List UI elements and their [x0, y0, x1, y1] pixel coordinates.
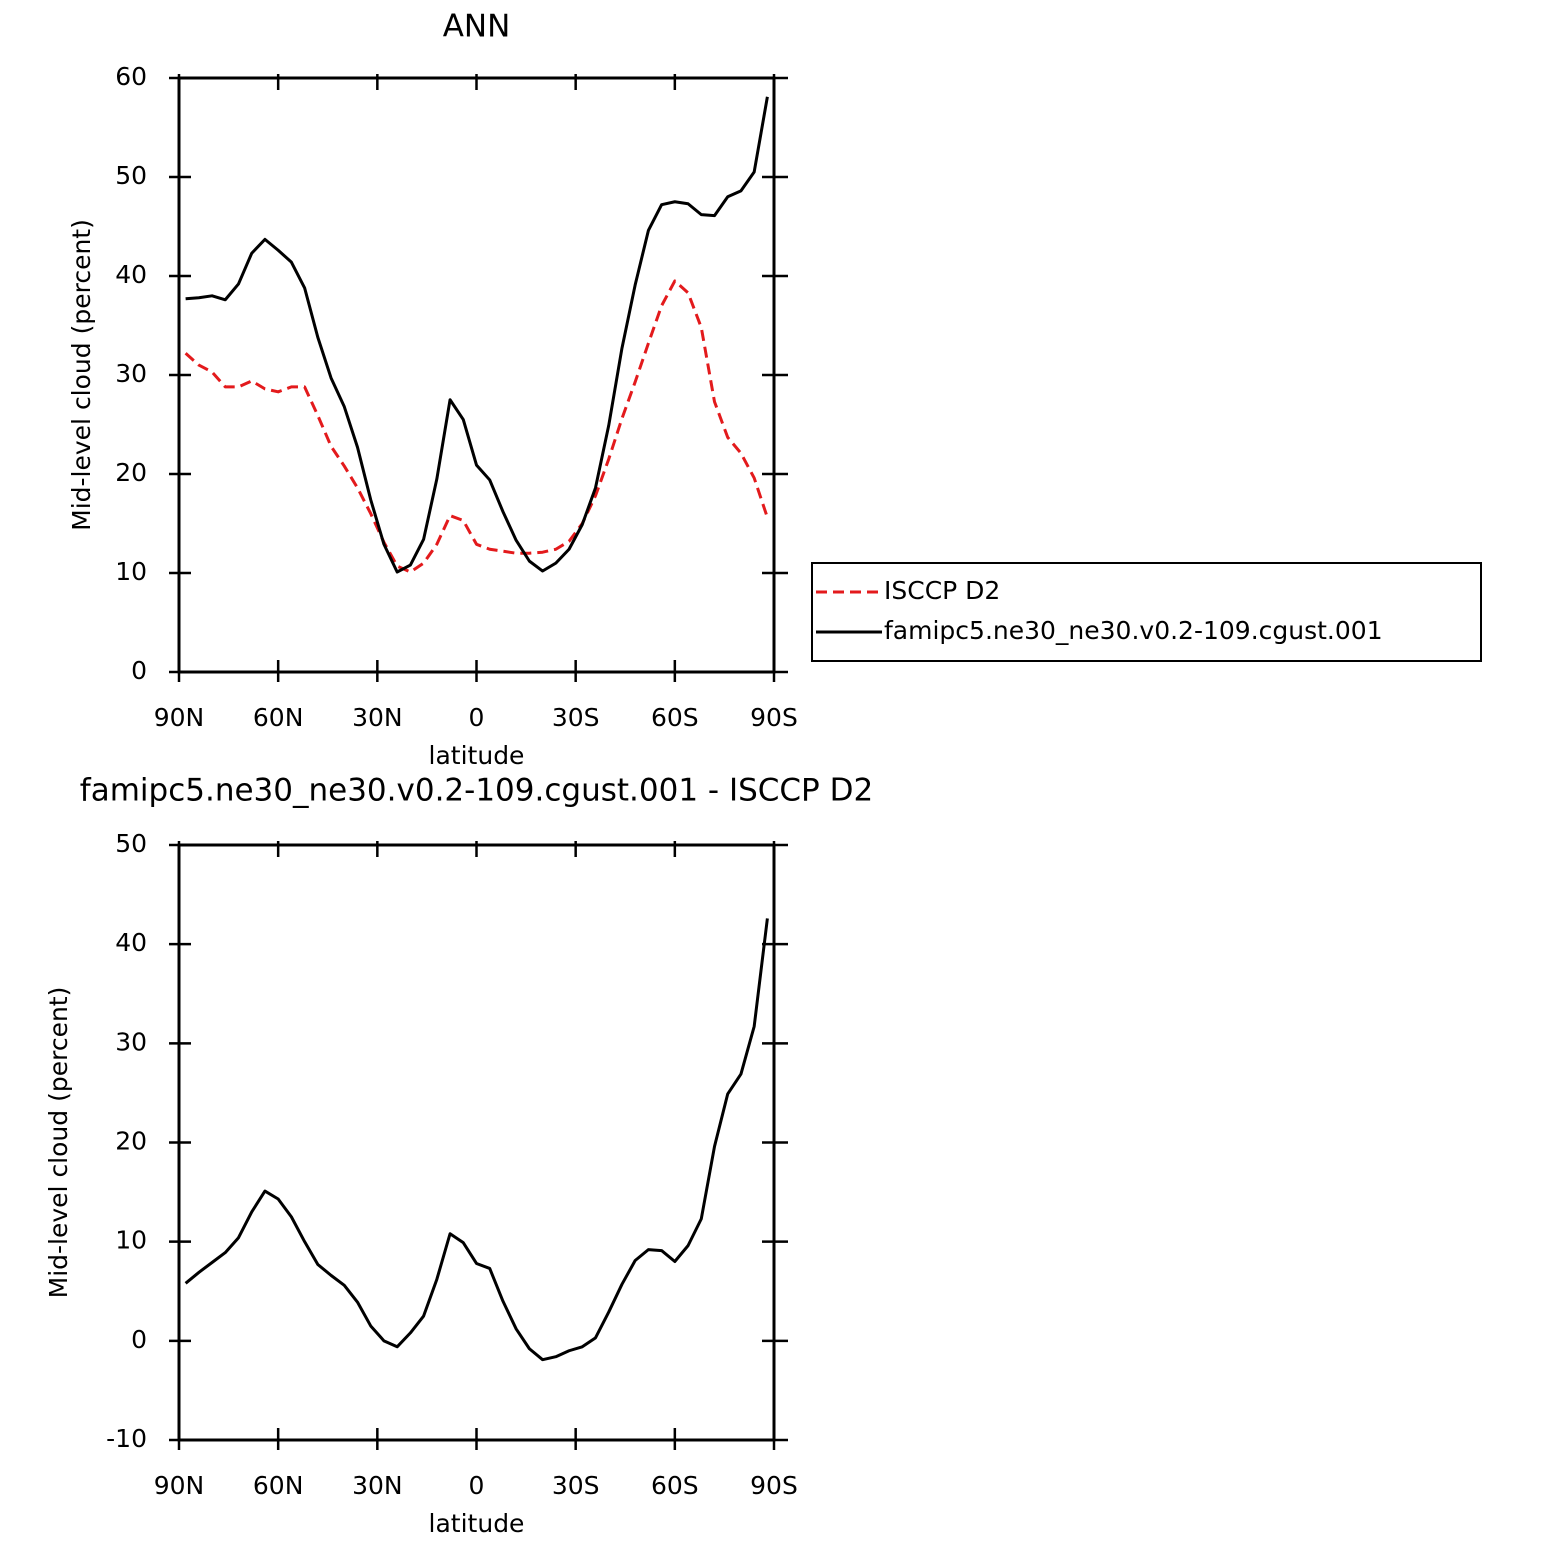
- y-tick-label: 10: [115, 557, 147, 586]
- x-axis-label: latitude: [429, 1509, 525, 1538]
- y-tick-label: 60: [115, 62, 147, 91]
- x-tick-label: 30N: [352, 703, 403, 732]
- y-tick-label: -10: [106, 1424, 147, 1453]
- y-axis-label: Mid-level cloud (percent): [44, 987, 73, 1299]
- x-tick-label: 30S: [552, 703, 600, 732]
- x-tick-label: 90N: [154, 1471, 205, 1500]
- x-tick-label: 60N: [253, 1471, 304, 1500]
- x-tick-label: 60N: [253, 703, 304, 732]
- legend-label: famipc5.ne30_ne30.v0.2-109.cgust.001: [884, 616, 1383, 645]
- y-axis-label: Mid-level cloud (percent): [67, 219, 96, 531]
- y-tick-label: 30: [115, 1027, 147, 1056]
- chart-title: ANN: [443, 9, 511, 45]
- data-line: [184, 279, 769, 574]
- x-tick-label: 60S: [651, 1471, 699, 1500]
- y-tick-label: 0: [131, 1325, 147, 1354]
- plot-frame: [177, 843, 776, 1442]
- y-tick-label: 50: [115, 829, 147, 858]
- chart-title: famipc5.ne30_ne30.v0.2-109.cgust.001 - I…: [80, 773, 873, 809]
- x-tick-label: 0: [469, 703, 485, 732]
- y-tick-label: 40: [115, 928, 147, 957]
- legend-box: [811, 562, 1482, 662]
- y-tick-label: 0: [131, 656, 147, 685]
- y-tick-label: 20: [115, 1127, 147, 1156]
- y-tick-label: 30: [115, 359, 147, 388]
- x-tick-label: 30S: [552, 1471, 600, 1500]
- legend-label: ISCCP D2: [884, 576, 1000, 605]
- y-tick-label: 20: [115, 458, 147, 487]
- y-tick-label: 40: [115, 260, 147, 289]
- x-tick-label: 90N: [154, 703, 205, 732]
- y-tick-label: 50: [115, 161, 147, 190]
- plot-frame: [177, 76, 776, 674]
- data-line: [185, 96, 769, 574]
- x-axis-label: latitude: [429, 741, 525, 770]
- x-tick-label: 60S: [651, 703, 699, 732]
- x-tick-label: 90S: [750, 703, 798, 732]
- x-tick-label: 30N: [352, 1471, 403, 1500]
- data-line: [184, 918, 769, 1362]
- y-tick-label: 10: [115, 1226, 147, 1255]
- x-tick-label: 90S: [750, 1471, 798, 1500]
- x-tick-label: 0: [469, 1471, 485, 1500]
